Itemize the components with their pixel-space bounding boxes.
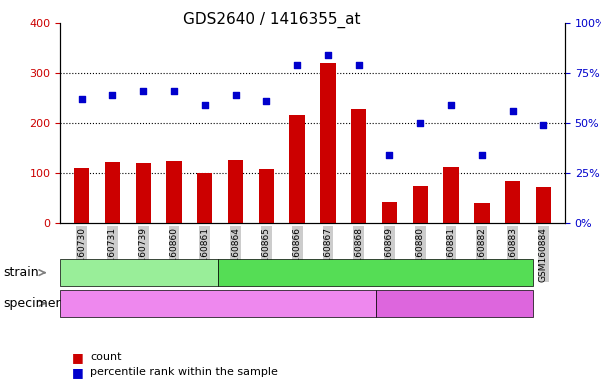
Text: count: count [90, 352, 121, 362]
Text: GSM160884: GSM160884 [539, 227, 548, 281]
Text: GSM160881: GSM160881 [447, 227, 456, 282]
Bar [228, 161, 243, 223]
Point [292, 62, 302, 68]
Point [385, 152, 394, 158]
Point [138, 88, 148, 94]
Text: ■: ■ [72, 351, 84, 364]
Point [200, 102, 210, 108]
Text: GSM160730: GSM160730 [77, 227, 86, 282]
Text: GSM160867: GSM160867 [323, 227, 332, 282]
Text: wild type: wild type [111, 266, 168, 279]
Point [77, 96, 87, 102]
Point [261, 98, 271, 104]
Text: GSM160868: GSM160868 [354, 227, 363, 282]
Bar [258, 169, 274, 223]
Bar [290, 115, 305, 223]
Point [446, 102, 456, 108]
Text: ■: ■ [72, 366, 84, 379]
Point [169, 88, 179, 94]
Text: tumor: tumor [436, 297, 474, 310]
Point [323, 52, 333, 58]
Point [477, 152, 487, 158]
Bar [320, 63, 335, 223]
Text: strain: strain [3, 266, 38, 279]
Bar [166, 161, 182, 223]
Bar [197, 173, 213, 223]
Point [538, 122, 548, 128]
Point [354, 62, 364, 68]
Text: GSM160865: GSM160865 [262, 227, 271, 282]
Point [415, 120, 425, 126]
Text: GSM160864: GSM160864 [231, 227, 240, 281]
Text: GSM160883: GSM160883 [508, 227, 517, 282]
Bar [382, 202, 397, 223]
Text: GSM160739: GSM160739 [139, 227, 148, 282]
Bar [474, 203, 490, 223]
Text: GSM160861: GSM160861 [200, 227, 209, 282]
Text: GSM160731: GSM160731 [108, 227, 117, 282]
Point [508, 108, 517, 114]
Point [231, 92, 240, 98]
Text: GDS2640 / 1416355_at: GDS2640 / 1416355_at [183, 12, 361, 28]
Text: GSM160882: GSM160882 [477, 227, 486, 281]
Text: GSM160866: GSM160866 [293, 227, 302, 282]
Text: XBP1s transgenic: XBP1s transgenic [321, 266, 430, 279]
Text: specimen: specimen [3, 297, 63, 310]
Text: percentile rank within the sample: percentile rank within the sample [90, 367, 278, 377]
Text: GSM160869: GSM160869 [385, 227, 394, 282]
Bar [351, 109, 367, 223]
Bar [135, 163, 151, 223]
Text: B cell: B cell [201, 297, 235, 310]
Point [108, 92, 117, 98]
Bar [412, 186, 428, 223]
Text: GSM160860: GSM160860 [169, 227, 178, 282]
Bar [535, 187, 551, 223]
Bar [444, 167, 459, 223]
Bar [74, 168, 90, 223]
Bar [105, 162, 120, 223]
Bar [505, 181, 520, 223]
Text: GSM160880: GSM160880 [416, 227, 425, 282]
